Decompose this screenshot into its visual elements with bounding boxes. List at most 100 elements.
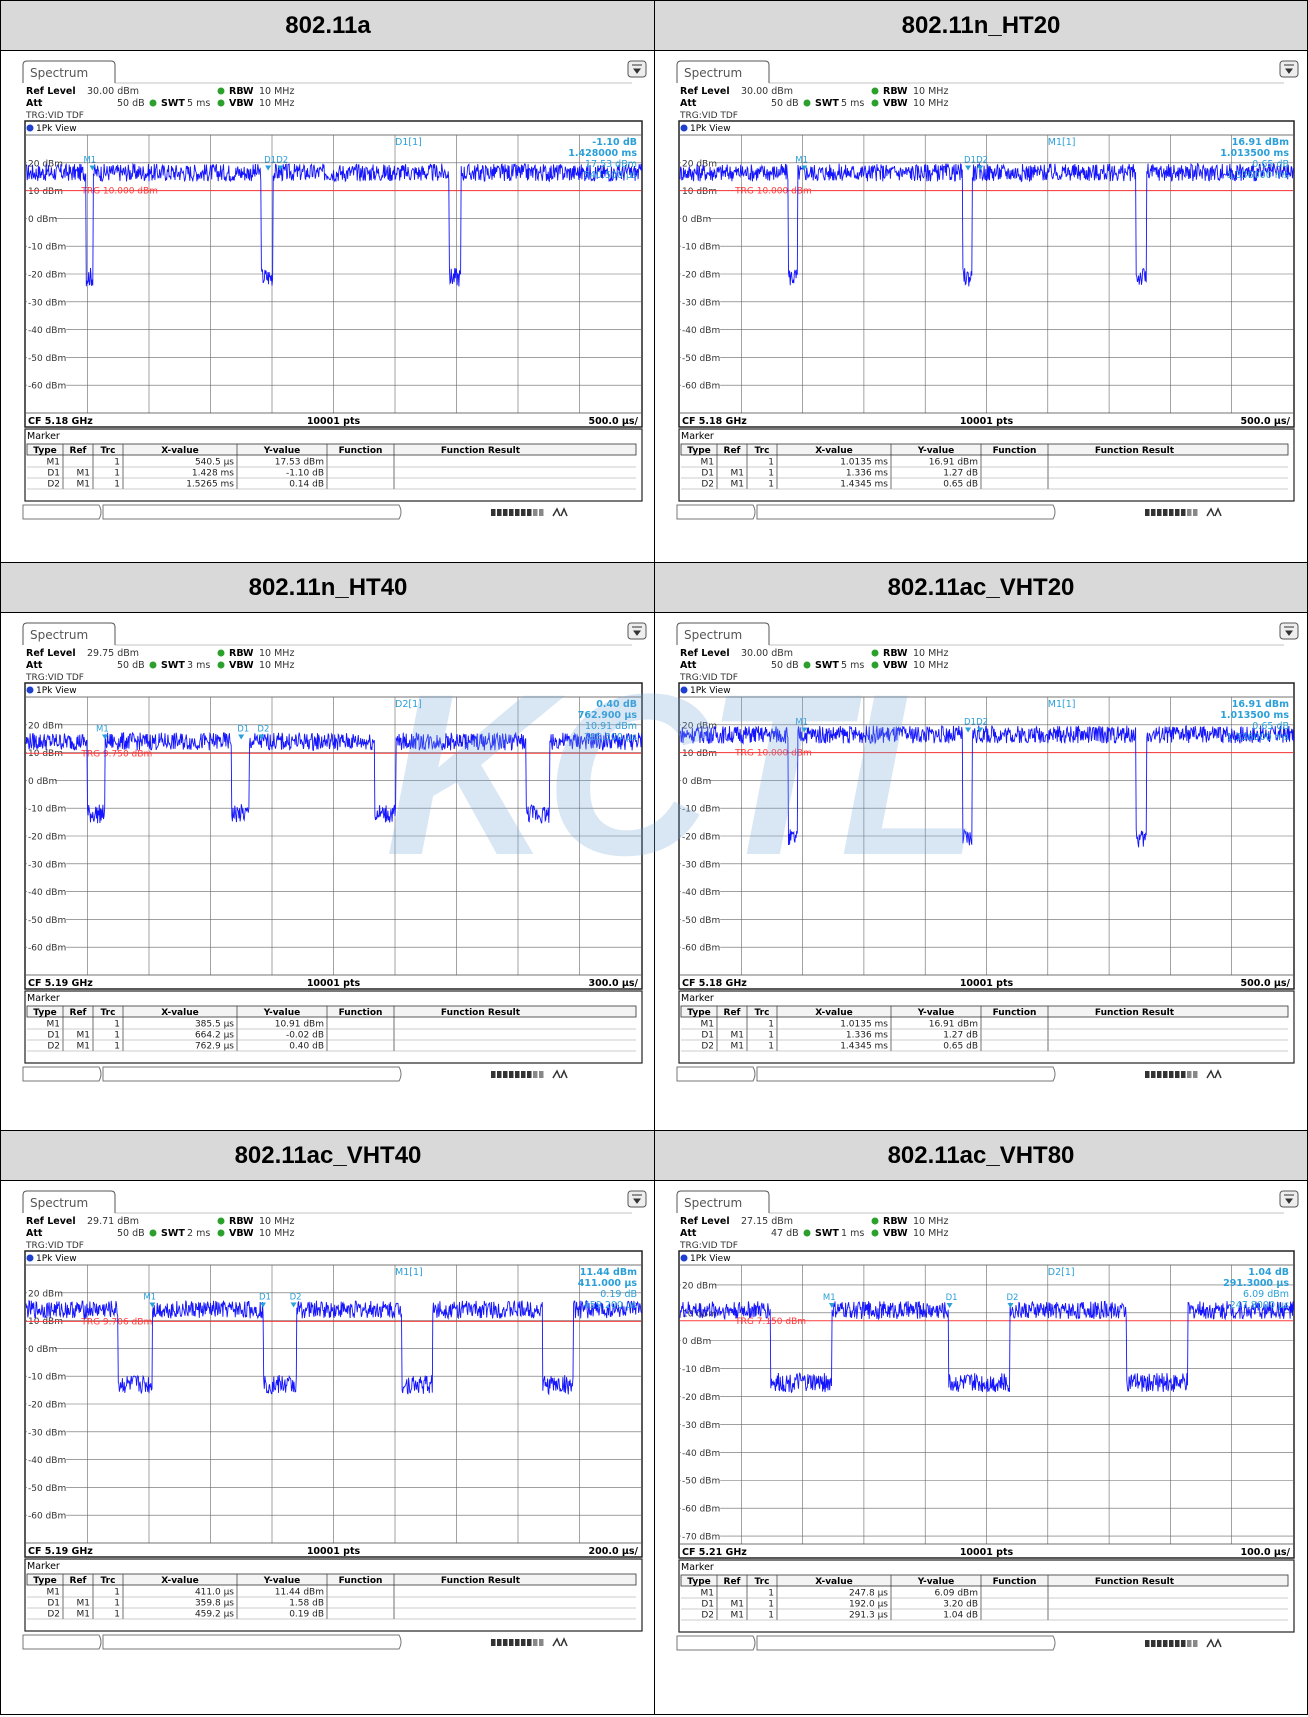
status-field-left[interactable] — [676, 504, 756, 520]
table-cell: M1 — [731, 1600, 745, 1610]
status-field-left[interactable] — [22, 1634, 102, 1650]
table-cell: 1 — [114, 458, 120, 468]
marker-d1 — [238, 734, 245, 740]
progress-segment — [503, 1071, 508, 1078]
tick-label-bg — [681, 1446, 721, 1458]
table-cell: 1 — [114, 1020, 120, 1030]
column-header: Type — [687, 1008, 710, 1018]
swt-value: 5 ms — [841, 660, 864, 671]
y-tick-label: -30 dBm — [682, 1421, 720, 1431]
trigger-label: TRG 9.706 dBm — [80, 1317, 152, 1327]
marker-readout-line1: 1.04 dB — [1248, 1267, 1289, 1278]
column-header: Function Result — [441, 1576, 521, 1586]
center-frequency: CF 5.19 GHz — [28, 978, 93, 989]
y-tick-label: 20 dBm — [28, 1289, 63, 1299]
table-cell: M1 — [731, 480, 745, 490]
y-tick-label: -20 dBm — [28, 833, 66, 843]
table-cell: 1 — [114, 1610, 120, 1620]
tick-label-bg — [27, 746, 61, 758]
status-field-left[interactable] — [676, 1635, 756, 1651]
progress-segment — [491, 1071, 496, 1078]
table-cell: 1.58 dB — [289, 1599, 324, 1609]
column-header: Function Result — [1095, 1008, 1175, 1018]
sweep-points: 10001 pts — [307, 416, 361, 427]
marker-label: D2 — [276, 156, 288, 166]
tick-label-bg — [27, 1509, 67, 1521]
ref-level-label: Ref Level — [26, 648, 76, 659]
trace-line — [679, 162, 1295, 287]
marker-label: M1 — [823, 1293, 836, 1303]
status-field-message[interactable] — [102, 504, 402, 520]
table-cell: 247.8 µs — [849, 1589, 888, 1599]
progress-segment — [503, 509, 508, 516]
status-led-icon — [871, 649, 879, 657]
trigger-info: TRG:VID TDF — [25, 673, 84, 683]
marker-label: M1 — [795, 718, 808, 728]
rbw-value: 10 MHz — [913, 86, 948, 97]
marker-table-title: Marker — [681, 431, 714, 442]
marker-readout-line4: 540.500 µs — [584, 170, 637, 181]
swt-label: SWT — [815, 1228, 839, 1239]
tick-label-bg — [681, 156, 715, 168]
status-field-message[interactable] — [102, 1634, 402, 1650]
center-frequency: CF 5.18 GHz — [682, 416, 747, 427]
progress-segment — [1145, 1071, 1150, 1078]
ref-level-label: Ref Level — [26, 1216, 76, 1227]
app-tab[interactable] — [676, 1190, 770, 1213]
view-label: 1Pk View — [36, 124, 77, 134]
panel-header-4: 802.11ac_VHT20 — [654, 562, 1308, 614]
status-field-message[interactable] — [756, 1066, 1056, 1082]
marker-label: D1 — [946, 1293, 958, 1303]
panel-cell-4: Spectrum Ref Level 30.00 dBm RBW 10 MHz Att 50… — [654, 612, 1308, 1132]
app-tab[interactable] — [22, 60, 116, 83]
view-indicator-icon — [680, 1254, 688, 1262]
y-axis: 20 dBm 10 dBm 0 dBm -10 dBm -20 dBm -30 dBm -4… — [680, 718, 1293, 954]
trigger-info: TRG:VID TDF — [25, 1241, 84, 1251]
status-field-message[interactable] — [102, 1066, 402, 1082]
marker-table-title: Marker — [27, 431, 60, 442]
table-cell: M1 — [47, 1588, 61, 1598]
table-cell: 1.27 dB — [943, 469, 978, 479]
vbw-label: VBW — [229, 660, 254, 671]
att-value: 50 dB — [117, 660, 145, 671]
status-field-left[interactable] — [676, 1066, 756, 1082]
table-cell: 1.0135 ms — [840, 1020, 888, 1030]
y-tick-label: -30 dBm — [28, 298, 66, 308]
status-field-message[interactable] — [756, 504, 1056, 520]
marker-d2 — [277, 165, 284, 171]
marker-label: M1 — [143, 1292, 156, 1302]
status-field-left[interactable] — [22, 504, 102, 520]
y-tick-label: -60 dBm — [28, 382, 66, 392]
tick-label-bg — [681, 885, 721, 897]
column-header: Ref — [70, 1576, 87, 1586]
tick-label-bg — [681, 1362, 721, 1374]
y-tick-label: 0 dBm — [682, 1337, 711, 1347]
table-cell: M1 — [731, 1611, 745, 1621]
table-cell: 664.2 µs — [195, 1031, 234, 1041]
rbw-value: 10 MHz — [259, 1216, 294, 1227]
marker-table-header-row — [26, 443, 637, 456]
chevron-down-icon — [1284, 64, 1294, 74]
app-tab[interactable] — [676, 60, 770, 83]
table-cell: 192.0 µs — [849, 1600, 888, 1610]
table-cell: 1.04 dB — [943, 1611, 978, 1621]
marker-readout-name: D2[1] — [395, 699, 422, 710]
table-cell: 17.53 dBm — [275, 458, 324, 468]
column-header: Ref — [70, 446, 87, 456]
status-field-message[interactable] — [756, 1635, 1056, 1651]
trace-line — [679, 725, 1295, 848]
sweep-points: 10001 pts — [960, 978, 1014, 989]
tick-label-bg — [27, 830, 67, 841]
app-tab[interactable] — [676, 622, 770, 645]
marker-readout-line3: 17.53 dBm — [585, 159, 637, 170]
table-cell: D2 — [701, 1611, 714, 1621]
status-field-left[interactable] — [22, 1066, 102, 1082]
vbw-value: 10 MHz — [259, 660, 294, 671]
column-header: X-value — [815, 1577, 852, 1587]
app-tab[interactable] — [22, 1190, 116, 1213]
rbw-value: 10 MHz — [259, 86, 294, 97]
app-tab[interactable] — [22, 622, 116, 645]
progress-segment — [1169, 1071, 1174, 1078]
status-led-icon — [217, 649, 225, 657]
progress-segment — [497, 1071, 502, 1078]
